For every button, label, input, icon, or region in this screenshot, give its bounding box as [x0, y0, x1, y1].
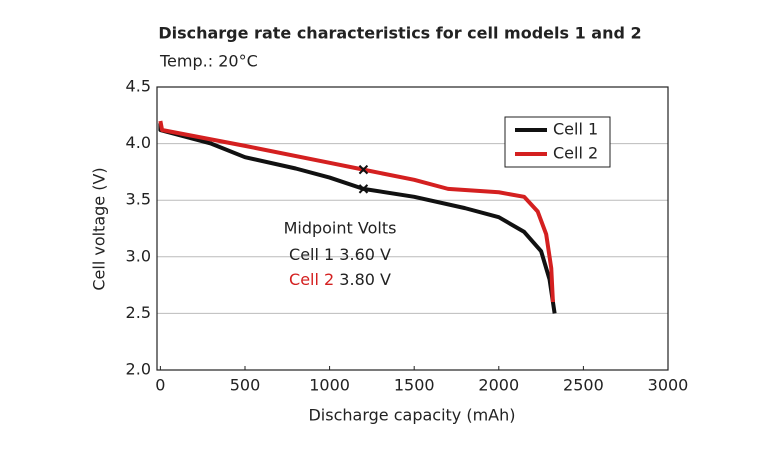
annotation-value: 3.60 V: [339, 245, 391, 264]
subtitle: Temp.: 20°C: [159, 52, 258, 71]
annotation-value: 3.80 V: [339, 270, 391, 289]
y-tick-label: 4.0: [126, 133, 151, 152]
y-axis-label: Cell voltage (V): [90, 167, 109, 290]
x-tick-label: 1500: [394, 376, 435, 395]
x-tick-label: 1000: [309, 376, 350, 395]
line: [158, 120, 555, 303]
line: [158, 123, 557, 314]
annotation-row: Cell 2 3.80 V: [289, 270, 391, 289]
annotation-title: Midpoint Volts: [284, 219, 397, 238]
y-tick-label: 4.5: [126, 77, 151, 96]
x-tick-label: 3000: [648, 376, 689, 395]
y-tick-label: 3.5: [126, 190, 151, 209]
midpoint-marker: [358, 184, 369, 194]
x-tick-label: 500: [230, 376, 261, 395]
annotation-label: Cell 1: [289, 245, 334, 264]
legend-label: Cell 2: [553, 144, 598, 163]
chart-title: Discharge rate characteristics for cell …: [158, 24, 641, 43]
annotation-label: Cell 2: [289, 270, 334, 289]
plot-frame: [156, 86, 669, 371]
annotation-row: Cell 1 3.60 V: [289, 245, 391, 264]
legend-label: Cell 1: [553, 120, 598, 139]
y-tick-label: 2.0: [126, 360, 151, 379]
midpoint-marker: [358, 164, 369, 175]
x-axis-label: Discharge capacity (mAh): [308, 406, 515, 425]
y-tick-label: 2.5: [126, 303, 151, 322]
x-tick-label: 2500: [563, 376, 604, 395]
legend-box: [504, 116, 611, 168]
x-tick-label: 0: [155, 376, 165, 395]
y-tick-label: 3.0: [126, 246, 151, 265]
x-tick-label: 2000: [478, 376, 519, 395]
